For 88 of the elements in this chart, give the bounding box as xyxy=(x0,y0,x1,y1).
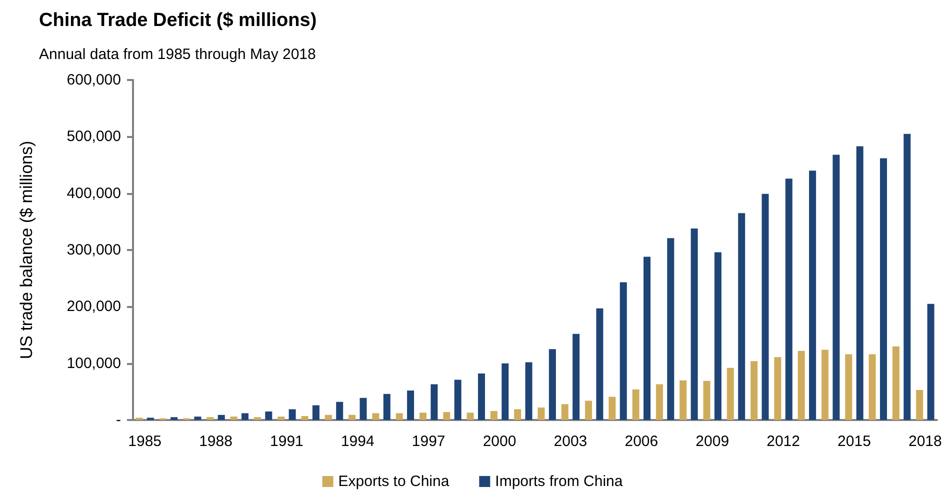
bar xyxy=(514,409,522,420)
bar xyxy=(336,402,344,420)
bar xyxy=(443,412,450,420)
bar xyxy=(194,416,202,420)
bar xyxy=(538,408,545,420)
bar xyxy=(288,409,296,420)
bar xyxy=(218,414,225,420)
bar xyxy=(667,238,674,420)
chart-title: China Trade Deficit ($ millions) xyxy=(39,10,317,31)
bar xyxy=(478,374,485,420)
chart-subtitle: Annual data from 1985 through May 2018 xyxy=(39,46,316,63)
x-tick-label: 1997 xyxy=(412,433,446,450)
bar xyxy=(585,400,592,420)
bar xyxy=(680,380,687,420)
bar xyxy=(703,380,710,420)
bar xyxy=(904,134,911,420)
bar xyxy=(845,354,852,420)
y-tick-label: - xyxy=(116,412,121,428)
bar xyxy=(916,390,924,420)
bar xyxy=(372,413,380,420)
legend-label: Exports to China xyxy=(338,473,450,490)
x-tick-label: 1985 xyxy=(128,433,162,450)
bar xyxy=(750,361,758,420)
bar xyxy=(242,413,249,420)
bar xyxy=(632,389,640,420)
y-axis-title: US trade balance ($ millions) xyxy=(17,140,36,360)
bar xyxy=(348,414,356,420)
bar xyxy=(856,146,864,420)
bar xyxy=(927,304,934,420)
y-tick-label: 400,000 xyxy=(66,184,121,202)
bar xyxy=(868,354,876,420)
x-tick-label: 2009 xyxy=(696,433,730,450)
bar xyxy=(548,349,556,420)
bar xyxy=(785,178,792,420)
bar xyxy=(383,394,390,420)
bar xyxy=(324,414,332,420)
bar xyxy=(656,384,663,420)
legend-label: Imports from China xyxy=(495,473,624,490)
y-tick-label: 100,000 xyxy=(66,354,121,372)
bar xyxy=(502,363,509,420)
x-tick-label: 2012 xyxy=(766,433,800,450)
bar xyxy=(690,228,698,420)
bar xyxy=(892,346,900,420)
bar xyxy=(490,410,498,420)
bar xyxy=(407,390,414,420)
x-tick-label: 1994 xyxy=(340,433,374,450)
bar xyxy=(360,398,367,420)
bar xyxy=(561,404,568,420)
x-tick-label: 1991 xyxy=(270,433,304,450)
bar xyxy=(596,308,604,420)
y-tick-label: 300,000 xyxy=(66,242,121,258)
bar xyxy=(880,158,887,420)
bar xyxy=(430,384,438,420)
bar xyxy=(762,194,769,420)
bar xyxy=(726,368,734,420)
bar xyxy=(265,412,272,420)
x-tick-label: 2006 xyxy=(624,433,658,450)
bar xyxy=(312,405,320,420)
x-tick-label: 2000 xyxy=(482,433,516,450)
bar xyxy=(525,362,532,420)
bar xyxy=(774,357,782,420)
bar xyxy=(608,396,616,420)
bar xyxy=(206,417,214,420)
bar xyxy=(466,412,474,420)
bar xyxy=(832,154,840,420)
y-tick-label: 200,000 xyxy=(66,298,121,316)
bar xyxy=(644,256,651,420)
y-tick-label: 500,000 xyxy=(66,128,121,146)
bar xyxy=(230,416,238,420)
bar xyxy=(454,380,462,420)
bar xyxy=(738,213,746,420)
bar xyxy=(396,413,403,420)
bar xyxy=(301,416,308,420)
bar xyxy=(620,282,627,420)
x-tick-label: 1988 xyxy=(199,433,232,450)
y-tick-label: 600,000 xyxy=(66,72,121,88)
bar xyxy=(821,350,828,420)
bar xyxy=(809,170,816,420)
bar xyxy=(714,252,722,420)
bar xyxy=(798,350,805,420)
bar xyxy=(170,417,178,420)
x-tick-label: 2003 xyxy=(554,433,588,450)
bar xyxy=(254,417,261,420)
x-tick-label: 2018 xyxy=(908,433,942,450)
x-tick-label: 2015 xyxy=(838,433,871,450)
bar xyxy=(572,334,580,420)
bar xyxy=(278,416,285,420)
bar xyxy=(419,412,426,420)
